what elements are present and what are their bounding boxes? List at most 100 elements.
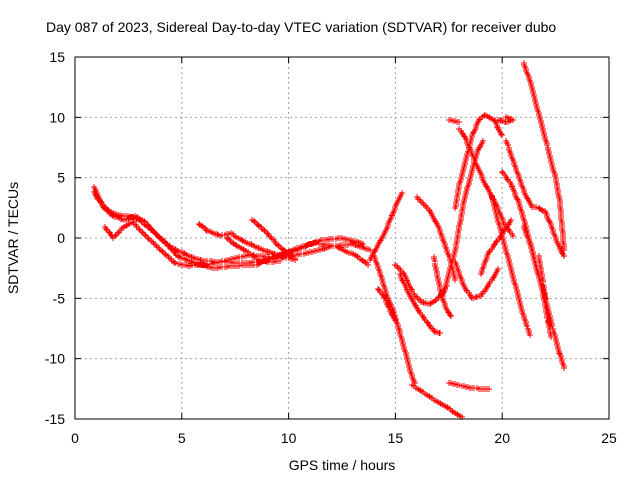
x-tick-labels: 0 5 10 15 20 25 — [71, 430, 617, 446]
data-point — [282, 248, 288, 254]
y-tick-labels: -15 -10 -5 0 5 10 15 — [45, 49, 65, 427]
data-point — [313, 240, 319, 246]
data-point — [498, 131, 504, 137]
series-track-21 — [495, 114, 516, 125]
data-point — [115, 230, 121, 236]
data-point — [142, 232, 148, 238]
series-track-15 — [452, 112, 505, 211]
data-point — [112, 233, 118, 239]
data-point — [539, 207, 545, 213]
y-tick-label: 5 — [57, 170, 65, 186]
x-tick-label: 15 — [388, 430, 404, 446]
data-point — [391, 309, 397, 315]
data-point — [136, 226, 142, 232]
data-point — [544, 142, 550, 148]
data-point — [508, 217, 514, 223]
data-point — [289, 253, 295, 259]
data-point — [524, 323, 530, 329]
data-point — [159, 248, 165, 254]
data-points — [91, 60, 567, 420]
series-track-14 — [439, 138, 486, 301]
x-axis-label: GPS time / hours — [289, 457, 396, 473]
data-point — [503, 114, 509, 120]
data-point — [495, 266, 501, 272]
series-track-26 — [521, 60, 567, 253]
data-point — [437, 330, 443, 336]
data-point — [480, 138, 486, 144]
data-point — [139, 229, 145, 235]
series-track-28 — [536, 253, 552, 325]
data-point — [546, 319, 552, 325]
y-axis-label: SDTVAR / TECUs — [5, 182, 21, 294]
data-point — [204, 262, 210, 268]
data-point — [365, 262, 371, 268]
data-point — [493, 239, 499, 245]
series-track-11 — [397, 271, 443, 336]
data-point — [548, 334, 554, 340]
data-point — [251, 218, 257, 224]
y-tick-label: 10 — [49, 109, 65, 125]
data-point — [149, 227, 155, 233]
series-track-20 — [446, 380, 492, 392]
data-point — [432, 298, 438, 304]
series-track-3 — [102, 219, 371, 269]
data-point — [103, 226, 109, 232]
x-tick-label: 25 — [601, 430, 617, 446]
data-point — [504, 176, 510, 182]
data-point — [448, 313, 454, 319]
x-tick-label: 10 — [281, 430, 297, 446]
data-point — [463, 287, 469, 293]
data-point — [510, 233, 516, 239]
data-point — [141, 218, 147, 224]
data-point — [456, 119, 462, 125]
data-point — [145, 235, 151, 241]
series-track-27 — [446, 117, 462, 125]
data-point — [292, 256, 298, 262]
x-tick-label: 0 — [71, 430, 79, 446]
series-track-5 — [249, 217, 298, 262]
data-point — [321, 246, 327, 252]
data-point — [505, 142, 511, 148]
data-point — [399, 190, 405, 196]
data-point — [94, 195, 100, 201]
chart-title: Day 087 of 2023, Sidereal Day-to-day VTE… — [46, 19, 556, 35]
data-point — [171, 259, 177, 265]
data-point — [527, 332, 533, 338]
x-tick-label: 5 — [178, 430, 186, 446]
data-point — [168, 246, 174, 252]
data-point — [452, 277, 458, 283]
series-track-6 — [224, 235, 283, 265]
data-point — [354, 253, 360, 259]
series-track-13 — [431, 254, 454, 319]
data-point — [367, 247, 373, 253]
data-point — [360, 241, 366, 247]
data-point — [561, 247, 567, 253]
data-point — [397, 328, 403, 334]
data-point — [172, 260, 178, 266]
data-point — [152, 230, 158, 236]
data-point — [499, 132, 505, 138]
series-track-24 — [489, 193, 533, 338]
data-point — [431, 328, 437, 334]
data-point — [362, 259, 368, 265]
series-track-4 — [196, 221, 298, 263]
data-point — [355, 239, 361, 245]
data-point — [261, 227, 267, 233]
data-point — [275, 242, 281, 248]
series-track-9 — [367, 190, 405, 263]
series-track-19 — [409, 382, 465, 420]
data-point — [533, 204, 539, 210]
series-track-18 — [478, 217, 514, 277]
y-tick-label: 15 — [49, 49, 65, 65]
data-point — [561, 365, 567, 371]
data-point — [236, 263, 242, 269]
data-point — [486, 249, 492, 255]
y-tick-label: -15 — [45, 411, 65, 427]
x-tick-label: 20 — [494, 430, 510, 446]
data-point — [277, 258, 283, 264]
data-point — [420, 299, 426, 305]
y-tick-label: -5 — [53, 290, 66, 306]
data-point — [203, 227, 209, 233]
data-point — [497, 117, 503, 123]
